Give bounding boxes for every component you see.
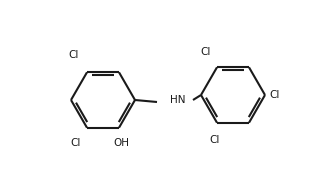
Text: OH: OH <box>113 138 129 148</box>
Text: Cl: Cl <box>269 90 279 100</box>
Text: Cl: Cl <box>71 138 81 148</box>
Text: Cl: Cl <box>201 47 211 57</box>
Text: Cl: Cl <box>69 50 79 60</box>
Text: HN: HN <box>170 95 186 105</box>
Text: Cl: Cl <box>210 135 220 145</box>
